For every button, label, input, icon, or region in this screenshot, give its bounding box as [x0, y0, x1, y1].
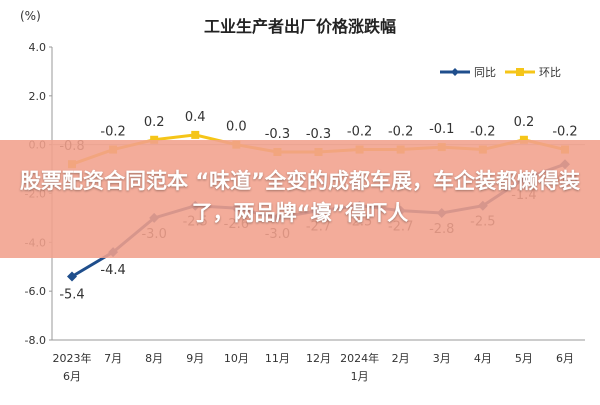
data-label: 0.4: [185, 110, 206, 125]
data-label: -0.3: [265, 127, 290, 142]
data-label: -0.2: [388, 125, 413, 140]
legend-marker: [516, 68, 524, 76]
x-tick-label: 3月: [433, 352, 451, 365]
x-tick-label: 9月: [186, 352, 204, 365]
data-point: [519, 135, 528, 144]
data-label: 0.2: [144, 115, 165, 130]
y-tick-label: -6.0: [25, 285, 46, 298]
data-label: -0.2: [552, 125, 577, 140]
data-label: -0.2: [470, 125, 495, 140]
data-point: [67, 271, 77, 282]
legend-label: 同比: [474, 66, 496, 79]
data-point: [150, 135, 159, 144]
x-tick-label: 4月: [474, 352, 492, 365]
x-tick-label: 5月: [515, 352, 533, 365]
data-label: -0.2: [100, 125, 125, 140]
x-tick-label: 11月: [265, 352, 290, 365]
x-tick-label: 2023年: [53, 351, 92, 365]
x-tick-label: 6月: [63, 370, 81, 383]
x-tick-label: 1月: [351, 370, 369, 383]
x-tick-label: 10月: [224, 352, 249, 365]
x-tick-label: 7月: [104, 352, 122, 365]
y-tick-label: 4.0: [29, 41, 47, 54]
x-tick-label: 12月: [306, 352, 331, 365]
data-label: -0.1: [429, 122, 454, 137]
data-label: -0.3: [306, 127, 331, 142]
data-point: [191, 130, 200, 139]
overlay-banner: [0, 140, 600, 258]
data-label: -4.4: [100, 263, 125, 278]
chart-title: 工业生产者出厂价格涨跌幅: [204, 17, 396, 36]
overlay-headline: 股票配资合同范本 “味道”全变的成都车展，车企装都懒得装了，两品牌“壕”得吓人: [20, 169, 580, 225]
legend-marker: [451, 68, 459, 76]
y-tick-label: 2.0: [29, 90, 47, 103]
data-label: -0.2: [347, 125, 372, 140]
x-tick-label: 2024年: [340, 351, 379, 365]
legend-label: 环比: [539, 66, 561, 79]
x-tick-label: 6月: [556, 352, 574, 365]
y-tick-label: -8.0: [25, 334, 46, 347]
x-tick-label: 8月: [145, 352, 163, 365]
y-unit-label: (%): [20, 9, 41, 23]
data-label: 0.0: [226, 120, 247, 135]
data-label: -5.4: [59, 288, 84, 303]
data-label: 0.2: [514, 115, 535, 130]
x-tick-label: 2月: [392, 352, 410, 365]
